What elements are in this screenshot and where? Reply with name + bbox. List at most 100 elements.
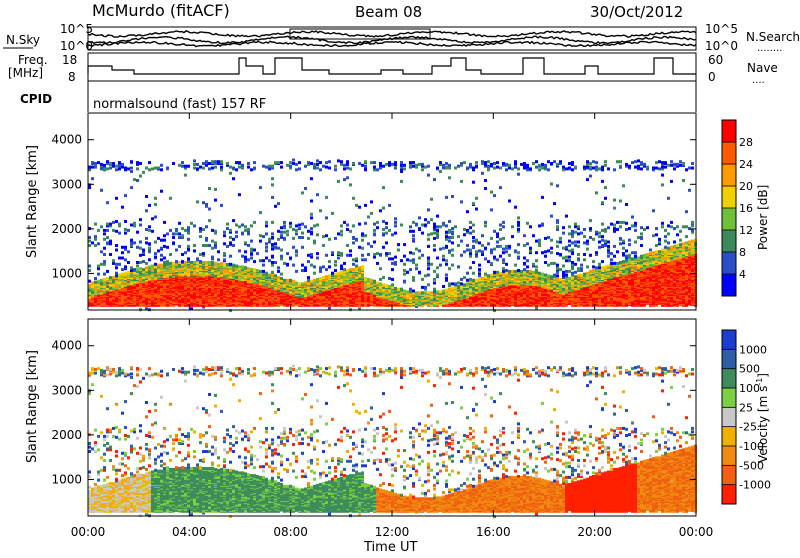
power-cell: [334, 260, 337, 264]
power-cell: [154, 275, 157, 279]
power-cell: [97, 161, 100, 165]
power-cell: [226, 269, 229, 273]
power-cell: [160, 263, 163, 267]
nsky-label: N.Sky: [6, 33, 40, 47]
power-cell: [265, 275, 268, 279]
power-cell: [280, 230, 283, 234]
power-cell: [310, 263, 313, 267]
power-cell: [253, 161, 256, 165]
power-cell: [145, 307, 148, 311]
power-cell: [151, 275, 154, 279]
power-cell: [112, 259, 115, 263]
power-cell: [160, 189, 163, 193]
power-cell: [88, 183, 91, 187]
power-cell: [172, 266, 175, 270]
power-cell: [382, 232, 385, 236]
power-cell: [181, 236, 184, 239]
power-cell: [142, 248, 145, 252]
power-cell: [388, 203, 391, 207]
power-cell: [346, 279, 349, 283]
power-cell: [163, 256, 166, 260]
power-cell: [235, 235, 238, 239]
power-cell: [148, 297, 151, 301]
power-cell: [418, 216, 421, 220]
power-cell: [205, 203, 208, 206]
power-cell: [418, 256, 421, 260]
power-cell: [382, 276, 385, 280]
power-cell: [178, 261, 181, 264]
power-cell: [316, 162, 319, 166]
power-cell: [415, 247, 418, 251]
power-cell: [202, 252, 205, 256]
power-cell: [157, 249, 160, 253]
power-cell: [280, 165, 283, 169]
power-cell: [460, 179, 463, 183]
power-cell: [223, 234, 226, 238]
noise-left-tick-bottom: 10^0: [60, 39, 93, 53]
power-cell: [232, 297, 235, 301]
power-cell: [373, 240, 376, 244]
power-cell: [358, 266, 361, 270]
power-cell: [175, 232, 178, 236]
power-cell: [328, 237, 331, 241]
power-cell: [154, 297, 157, 301]
power-cell: [154, 166, 157, 170]
power-cell: [127, 261, 130, 264]
power-cell: [457, 265, 460, 269]
power-cell: [403, 279, 406, 283]
power-cell: [463, 161, 466, 165]
power-cell: [253, 220, 256, 224]
power-cell: [229, 171, 232, 175]
power-cell: [163, 220, 166, 224]
power-cell: [427, 233, 430, 237]
power-cell: [217, 301, 220, 305]
power-cell: [271, 232, 274, 236]
power-cell: [208, 219, 211, 223]
power-cell: [325, 253, 328, 257]
power-cell: [295, 228, 298, 232]
power-cell: [280, 257, 283, 261]
power-cell: [349, 229, 352, 233]
power-cell: [163, 234, 166, 238]
power-cell: [340, 252, 343, 256]
power-cell: [427, 256, 430, 260]
power-cell: [136, 261, 139, 264]
power-cell: [169, 285, 172, 288]
power-cell: [226, 163, 229, 167]
power-cell: [169, 253, 172, 256]
power-cell: [235, 292, 238, 296]
power-cell: [265, 245, 268, 249]
power-cell: [94, 300, 97, 304]
power-cell: [100, 188, 103, 192]
power-cell: [283, 236, 286, 240]
power-cell: [376, 220, 379, 224]
power-cell: [448, 228, 451, 232]
power-cell: [211, 246, 214, 250]
power-cell: [319, 168, 322, 172]
power-cell: [235, 274, 238, 278]
power-cell: [412, 161, 415, 165]
power-cell: [424, 291, 427, 295]
power-cell: [235, 161, 238, 165]
cpid-panel: normalsound (fast) 157 RF: [87, 81, 697, 112]
power-cell: [187, 262, 190, 266]
power-cell: [121, 256, 124, 260]
power-cell: [292, 158, 295, 162]
power-cell: [460, 239, 463, 243]
power-cell: [349, 183, 352, 187]
power-cell: [115, 248, 118, 252]
power-cell: [121, 205, 124, 209]
power-cell: [436, 266, 439, 270]
power-cell: [172, 295, 175, 299]
power-cell: [289, 164, 292, 168]
noise-left-tick-top: 10^5: [60, 22, 93, 36]
power-cell: [469, 231, 472, 235]
power-cell: [142, 279, 145, 283]
power-cell: [412, 220, 415, 224]
power-cell: [169, 261, 172, 265]
power-cell: [424, 223, 427, 227]
power-cell: [394, 224, 397, 228]
power-cell: [454, 225, 457, 229]
power-cell: [244, 266, 247, 270]
power-cell: [223, 302, 226, 305]
